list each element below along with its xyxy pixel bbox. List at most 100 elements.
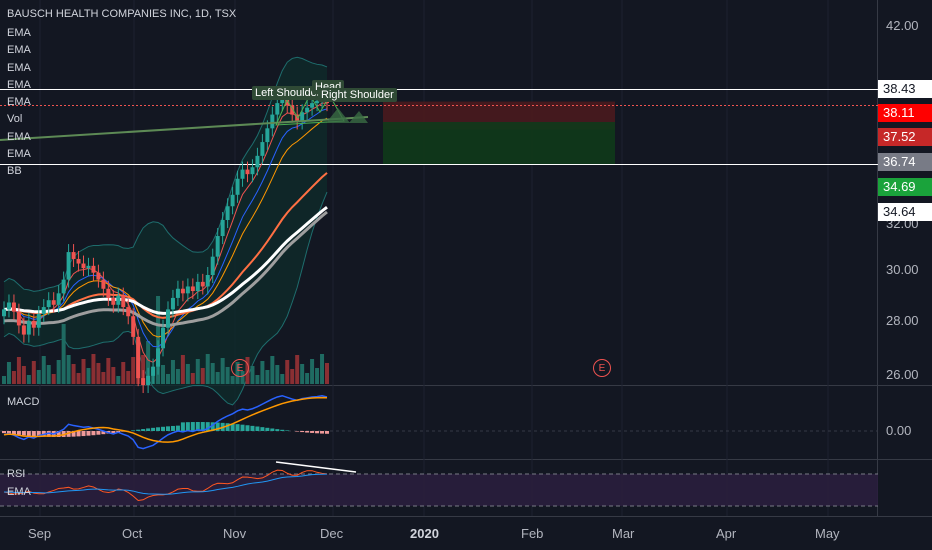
legend-item[interactable]: EMA xyxy=(7,78,31,91)
macd-histogram-bar xyxy=(46,431,51,437)
macd-histogram-bar xyxy=(275,429,280,431)
volume-bar xyxy=(210,363,215,384)
macd-histogram-bar xyxy=(170,425,175,431)
candle-body xyxy=(51,300,56,305)
earnings-marker-upcoming[interactable]: E xyxy=(593,359,611,377)
macd-histogram-bar xyxy=(230,423,235,431)
candle-body xyxy=(61,279,66,294)
volume-bar xyxy=(111,367,116,384)
volume-bar xyxy=(165,374,170,384)
candle-body xyxy=(11,302,16,312)
candle-body xyxy=(240,169,245,179)
macd-histogram-bar xyxy=(240,424,245,431)
candle-body xyxy=(215,236,220,257)
bollinger-lower xyxy=(3,191,328,406)
macd-histogram-bar xyxy=(86,431,91,436)
volume-bar xyxy=(255,375,260,384)
volume-bar xyxy=(71,364,76,384)
macd-histogram-bar xyxy=(285,430,290,431)
neckline xyxy=(0,116,369,141)
candle-body xyxy=(165,309,170,328)
time-tick: Nov xyxy=(223,526,247,541)
price-tag: 36.74 xyxy=(878,153,932,171)
price-tag: 34.64 xyxy=(878,203,932,221)
volume-bar xyxy=(215,372,220,384)
candle-body xyxy=(86,265,91,269)
macd-histogram-bar xyxy=(190,422,195,431)
candle-body xyxy=(46,300,51,308)
volume-bar xyxy=(220,358,225,384)
volume-bar xyxy=(270,356,275,384)
volume-bar xyxy=(51,374,56,384)
volume-bar xyxy=(141,355,146,384)
candle-body xyxy=(230,194,235,207)
volume-bar xyxy=(91,354,96,384)
candle-body xyxy=(156,348,161,367)
macd-histogram-bar xyxy=(31,431,36,437)
candle-body xyxy=(185,286,190,294)
price-tag: 38.11 xyxy=(878,104,932,122)
macd-histogram-bar xyxy=(151,427,156,431)
legend-item[interactable]: BB xyxy=(7,165,22,178)
right-shoulder-label[interactable]: Right Shoulder xyxy=(318,88,397,102)
volume-bar xyxy=(41,356,46,384)
volume-bar xyxy=(205,354,210,384)
price-tag: 34.69 xyxy=(878,178,932,196)
candle-body xyxy=(200,281,205,287)
volume-bar xyxy=(121,362,126,384)
candle-body xyxy=(31,320,36,328)
volume-bar xyxy=(116,376,121,384)
macd-histogram-bar xyxy=(300,431,305,433)
macd-histogram-bar xyxy=(295,431,300,432)
legend-item[interactable]: EMA xyxy=(7,61,31,74)
legend-item[interactable]: EMA xyxy=(7,130,31,143)
candle-body xyxy=(210,256,215,275)
volume-bar xyxy=(290,369,295,384)
left-shoulder-label[interactable]: Left Shoulder xyxy=(252,86,324,100)
candle-body xyxy=(220,220,225,237)
candle-body xyxy=(151,366,156,376)
candle-body xyxy=(146,375,151,385)
candle-body xyxy=(56,293,61,305)
volume-bar xyxy=(305,373,310,384)
macd-histogram-bar xyxy=(315,431,320,434)
volume-bar xyxy=(240,371,245,384)
candle-body xyxy=(36,313,41,328)
legend-item[interactable]: EMA xyxy=(7,148,31,161)
volume-bar xyxy=(185,364,190,384)
legend-item[interactable]: EMA xyxy=(7,44,31,57)
macd-histogram-bar xyxy=(101,431,106,435)
volume-bar xyxy=(61,324,66,384)
legend-item[interactable]: EMA xyxy=(7,96,31,109)
volume-bar xyxy=(280,374,285,384)
candle-body xyxy=(81,263,86,269)
legend-item[interactable]: Vol xyxy=(7,113,23,126)
rsi-divergence-line xyxy=(275,461,357,473)
volume-bar xyxy=(300,364,305,384)
candle-body xyxy=(305,107,310,113)
candle-body xyxy=(131,316,136,337)
volume-bar xyxy=(126,371,131,384)
macd-histogram-bar xyxy=(265,427,270,431)
volume-bar xyxy=(200,368,205,384)
candle-body xyxy=(235,178,240,195)
candle-body xyxy=(270,114,275,129)
macd-histogram-bar xyxy=(131,430,136,431)
macd-histogram-bar xyxy=(280,429,285,431)
ema-line xyxy=(3,205,328,315)
volume-bar xyxy=(175,369,180,384)
earnings-marker[interactable]: E xyxy=(231,359,249,377)
volume-bar xyxy=(225,367,230,384)
candle-body xyxy=(6,302,11,310)
volume-bar xyxy=(250,366,255,384)
legend-item[interactable]: EMA xyxy=(7,27,31,39)
volume-bar xyxy=(230,376,235,384)
candle-body xyxy=(190,286,195,292)
candle-body xyxy=(106,288,111,298)
candle-body xyxy=(195,281,200,292)
macd-histogram-bar xyxy=(76,431,81,437)
macd-signal-line xyxy=(3,396,328,443)
volume-bar xyxy=(146,341,151,384)
